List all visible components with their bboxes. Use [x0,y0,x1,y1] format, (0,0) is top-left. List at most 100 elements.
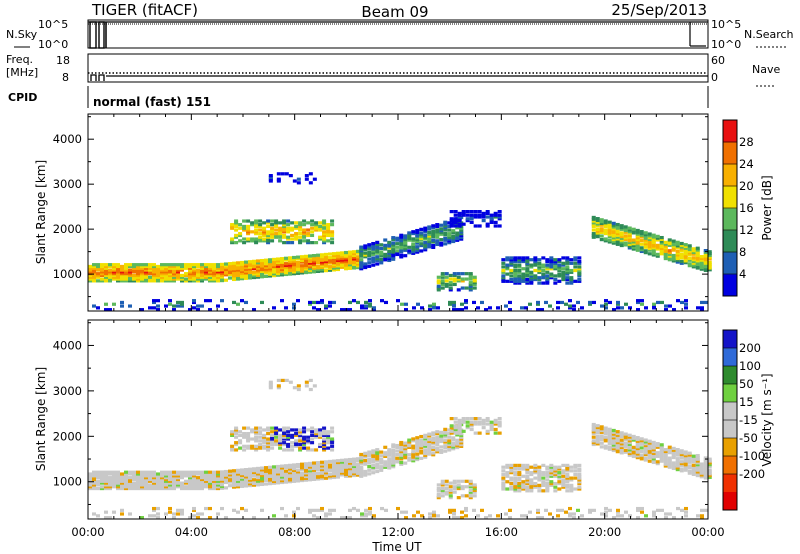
velocity-cell [440,488,445,492]
velocity-cell [440,494,445,498]
power-cell [679,247,684,251]
velocity-cell [282,428,287,432]
power-cell [196,304,200,308]
velocity-cell [276,378,281,383]
power-cell [236,273,240,278]
velocity-cell [326,439,331,443]
power-cell [651,242,656,246]
velocity-cell [371,465,376,469]
velocity-cell [391,450,396,454]
velocity-cell [272,465,276,469]
velocity-cell [356,468,360,472]
power-cell [391,252,396,256]
velocity-cell [363,458,368,463]
power-cell [348,300,352,305]
power-cell [549,263,554,267]
velocity-cell [619,443,624,448]
velocity-cell [112,481,116,485]
velocity-cell [246,426,251,430]
velocity-cell [363,455,368,459]
velocity-cell [200,512,204,516]
velocity-cell [493,420,498,424]
power-cell [643,234,648,239]
power-cell [300,260,304,264]
velocity-cell [324,465,328,469]
power-cell [447,221,452,225]
velocity-cell [699,466,704,470]
velocity-cell [443,449,448,453]
power-cell [302,223,307,227]
power-cell [675,251,680,255]
velocity-cell [264,482,268,486]
velocity-cell [659,457,664,461]
velocity-cell [521,480,526,484]
power-cell [356,249,360,253]
velocity-cell [92,477,96,482]
power-cell [208,272,212,276]
power-cell [332,261,336,265]
velocity-cell [671,454,676,458]
power-cell [290,237,295,241]
power-cell [415,230,420,234]
power-cell [435,241,440,245]
velocity-cell [364,508,368,512]
power-cell [505,265,510,269]
power-cell [220,278,224,283]
power-cell [427,239,432,243]
power-cell [700,308,704,312]
power-cell [363,244,368,248]
power-cell [695,255,700,259]
velocity-heatmap-cells [88,378,712,520]
velocity-cell [164,485,168,489]
velocity-cell [561,485,566,489]
power-cell [176,275,180,279]
velocity-cell [440,490,445,494]
velocity-cell [116,476,120,480]
power-cell [268,270,272,274]
velocity-cell [192,481,196,485]
power-cell [464,286,469,290]
velocity-cell [472,494,477,498]
velocity-cell [443,435,448,439]
velocity-cell [501,465,506,469]
power-cell [300,256,304,261]
velocity-cell [188,485,192,489]
velocity-cell [168,474,172,478]
power-cell [304,174,309,178]
velocity-cell [533,469,538,473]
power-cell [453,217,458,221]
power-cell [533,268,538,273]
velocity-cell [643,451,648,455]
power-cell [379,254,384,258]
velocity-cell [268,465,272,469]
power-cell [647,232,652,236]
velocity-cell [264,467,268,472]
power-cell [176,304,180,308]
power-cell [667,243,672,247]
velocity-cell [415,441,420,445]
velocity-cell [443,433,448,437]
velocity-cell [447,444,452,448]
power-cell [200,266,204,270]
power-cell [322,219,327,223]
velocity-cell [703,465,708,469]
power-cell [316,264,320,268]
power-cell [488,306,492,310]
power-cell [308,270,312,274]
power-cell [308,172,313,176]
power-cell [631,231,636,235]
velocity-cell [264,476,268,481]
power-cell [368,304,372,308]
velocity-cell [521,487,526,491]
velocity-cell [212,485,216,489]
power-cell [88,277,92,281]
velocity-cell [572,516,576,520]
velocity-cell [521,467,526,471]
velocity-cell [116,483,120,487]
velocity-cell [561,471,566,475]
power-cell [184,273,188,278]
velocity-cell [240,482,244,487]
power-cell [200,270,204,274]
velocity-cell [611,441,616,445]
power-cell [270,219,275,223]
